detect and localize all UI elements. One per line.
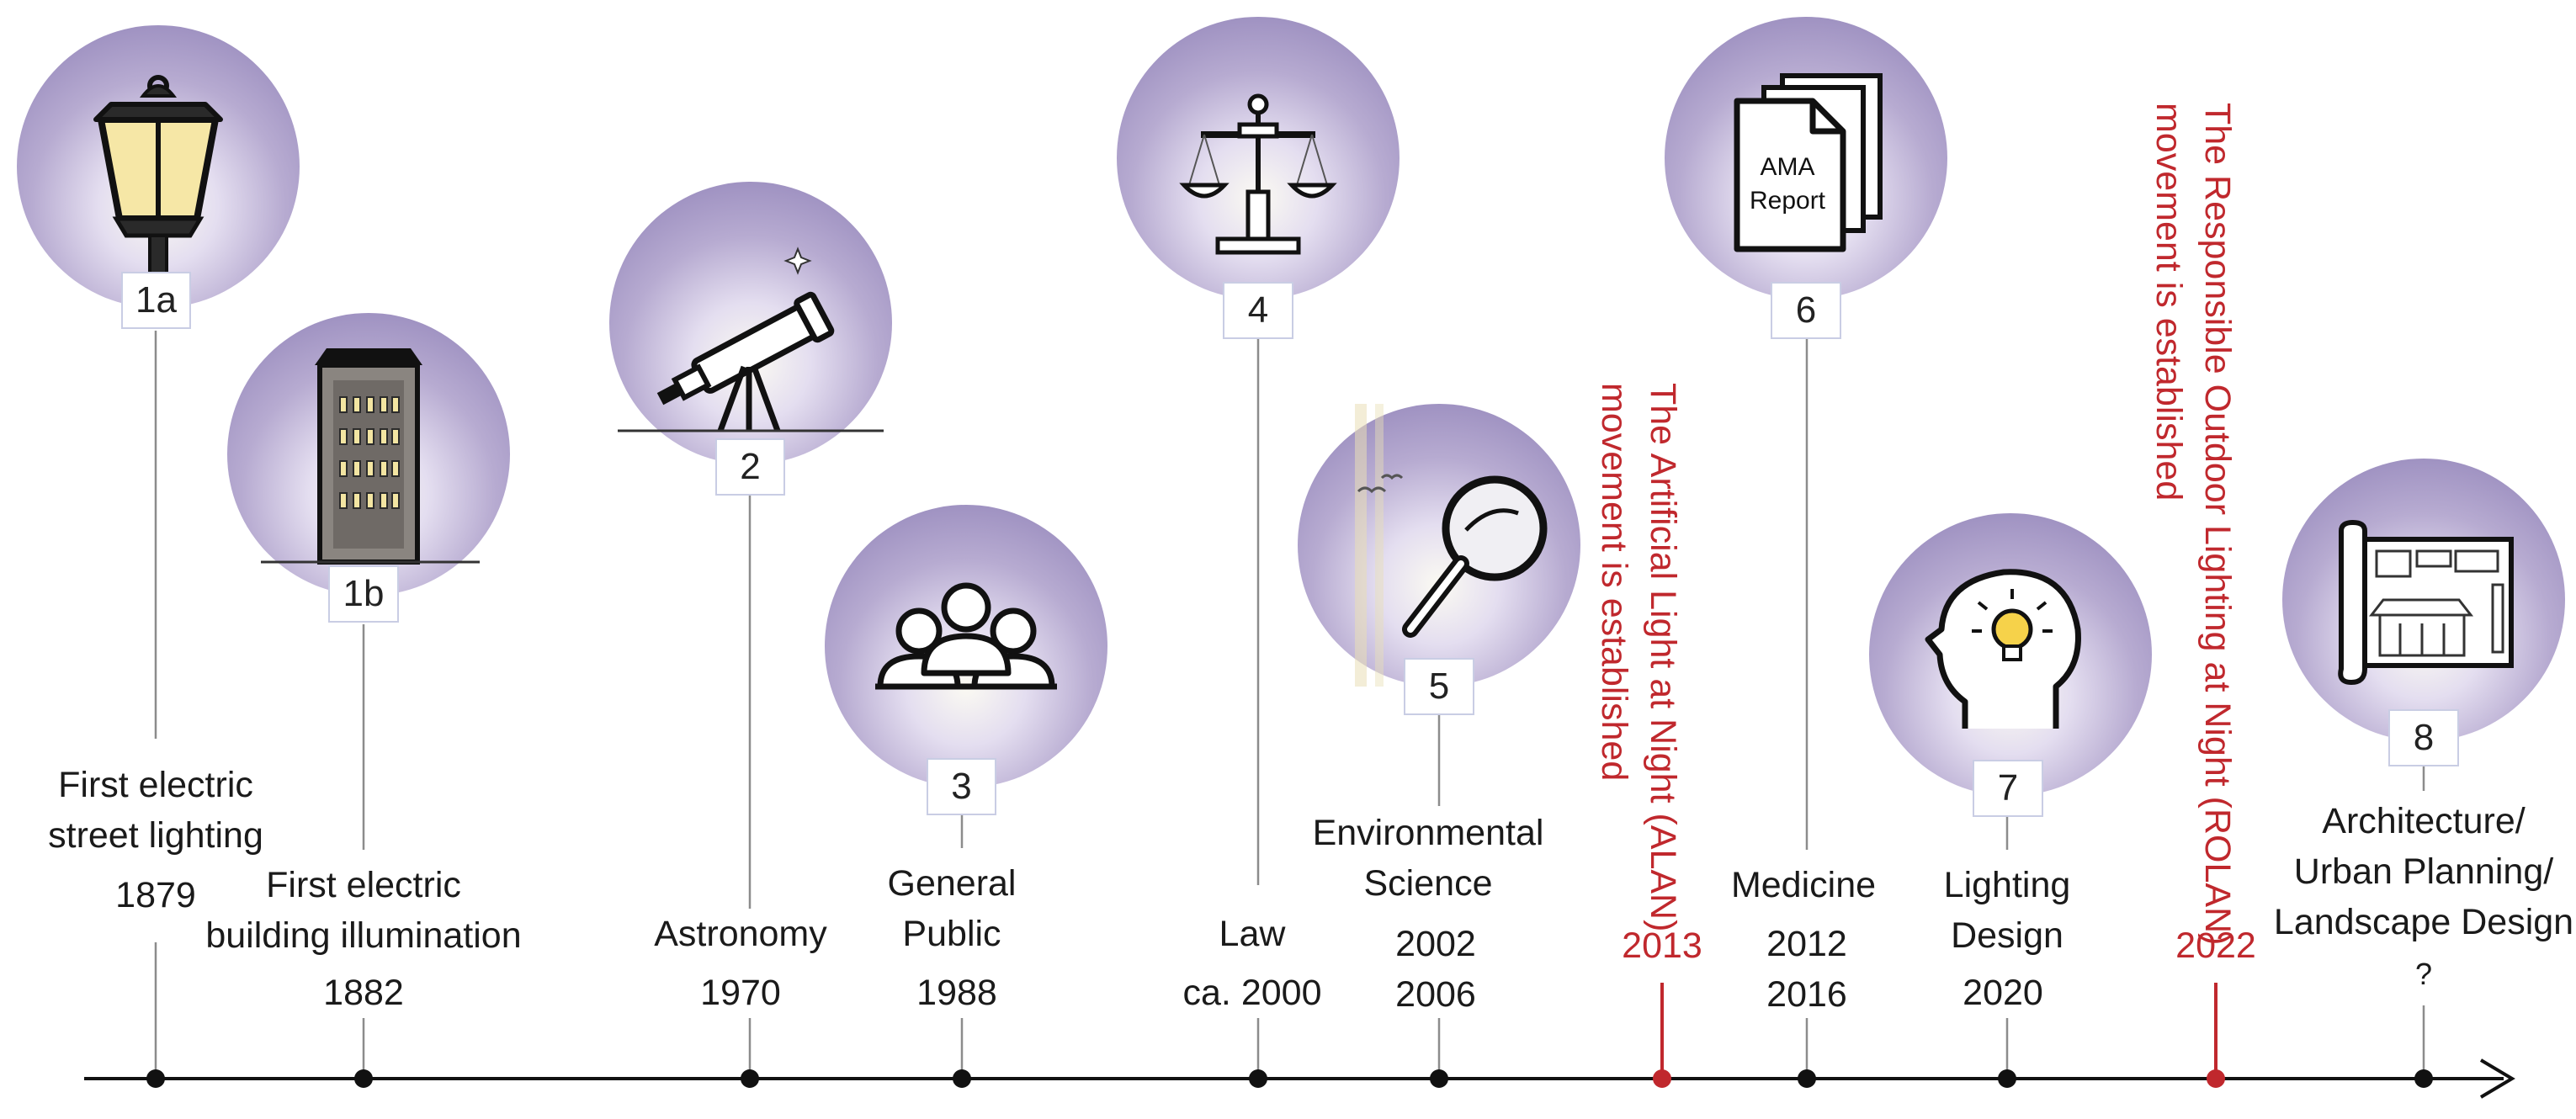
milestone-1b-label-line2: building illumination — [205, 915, 522, 956]
milestone-5-label-line1: Environmental — [1312, 813, 1544, 853]
milestone-1b-year: 1882 — [323, 973, 404, 1013]
event-alan-line2: movement is established — [1594, 383, 1634, 782]
milestone-7-label: Lighting Design — [1944, 860, 2071, 961]
milestone-4-label: Law — [1219, 909, 1286, 959]
blueprint-icon — [2338, 519, 2514, 686]
milestone-2-year: 1970 — [700, 973, 781, 1013]
milestone-8-label-line2: Urban Planning/ — [2293, 851, 2554, 892]
report-documents-icon: AMA Report — [1734, 73, 1883, 252]
event-alan-line1: The Artificial Light at Night (ALAN) — [1643, 383, 1683, 932]
milestone-7-label-line2: Design — [1951, 915, 2063, 956]
milestone-5-number: 5 — [1404, 658, 1474, 715]
milestone-1a-label: First electric street lighting — [48, 760, 263, 861]
milestone-5-label-line2: Science — [1363, 863, 1493, 904]
milestone-6-year-1: 2012 — [1766, 924, 1847, 964]
milestone-3-circle — [825, 505, 1107, 788]
milestone-4-label-line1: Law — [1219, 914, 1286, 954]
milestone-6-label: Medicine — [1731, 860, 1876, 910]
milestone-8-label-line3: Landscape Design — [2273, 902, 2574, 942]
magnifier-icon — [1355, 404, 1548, 687]
milestone-8-label: Architecture/ Urban Planning/ Landscape … — [2274, 796, 2573, 947]
milestone-4-number: 4 — [1223, 282, 1293, 339]
milestone-1a-year: 1879 — [115, 875, 196, 915]
milestone-5-years: 2002 2006 — [1395, 919, 1476, 1020]
milestone-2-circle — [609, 182, 892, 464]
people-group-icon — [875, 582, 1057, 690]
milestone-6-circle: AMA Report — [1665, 17, 1947, 300]
event-rolan-line2: movement is established — [2148, 103, 2189, 501]
milestone-4-circle — [1117, 17, 1400, 300]
milestone-4-year: ca. 2000 — [1182, 973, 1322, 1013]
milestone-2-number: 2 — [715, 438, 785, 496]
milestone-3-year: 1988 — [916, 973, 997, 1013]
milestone-6-years: 2012 2016 — [1766, 919, 1847, 1020]
report-label-report: Report — [1750, 187, 1826, 215]
lit-building-icon — [261, 348, 480, 565]
event-alan-text: The Artificial Light at Night (ALAN) mov… — [1590, 383, 1687, 931]
report-label-ama: AMA — [1760, 153, 1814, 181]
milestone-1b-number: 1b — [328, 565, 399, 623]
telescope-icon — [618, 247, 884, 432]
milestone-7-label-line1: Lighting — [1943, 865, 2071, 905]
head-lightbulb-icon — [1925, 569, 2081, 729]
milestone-3-label-line1: General — [887, 863, 1017, 904]
event-rolan-year: 2022 — [2175, 925, 2256, 966]
milestone-3-label: General Public — [888, 858, 1017, 959]
scales-icon — [1179, 93, 1337, 255]
milestone-1a-number: 1a — [121, 272, 191, 329]
milestone-1a-label-line2: street lighting — [48, 815, 263, 856]
milestone-1a-label-line1: First electric — [58, 765, 253, 805]
milestone-8-number: 8 — [2388, 709, 2459, 766]
street-lamp-icon — [93, 75, 223, 288]
milestone-5-circle — [1298, 404, 1580, 687]
milestone-7-year: 2020 — [1963, 973, 2043, 1013]
milestone-1a-circle — [17, 25, 300, 308]
milestone-2-label-line1: Astronomy — [654, 914, 827, 954]
milestone-8-year: ? — [2414, 957, 2433, 991]
milestone-3-label-line2: Public — [902, 914, 1001, 954]
milestone-8-label-line1: Architecture/ — [2322, 801, 2526, 841]
milestone-6-label-line1: Medicine — [1730, 865, 1877, 905]
milestone-8-circle — [2282, 459, 2565, 741]
milestone-3-number: 3 — [927, 758, 996, 815]
milestone-5-year-2: 2006 — [1395, 974, 1476, 1015]
event-alan-year: 2013 — [1622, 925, 1702, 966]
milestone-6-year-2: 2016 — [1766, 974, 1847, 1015]
milestone-1b-label: First electric building illumination — [205, 860, 521, 961]
milestone-5-year-1: 2002 — [1395, 924, 1476, 964]
milestone-2-label: Astronomy — [654, 909, 827, 959]
milestone-1b-label-line1: First electric — [266, 865, 461, 905]
milestone-5-label: Environmental Science — [1313, 808, 1544, 909]
milestone-6-number: 6 — [1771, 282, 1841, 339]
milestone-7-circle — [1869, 513, 2152, 796]
milestone-1b-circle — [227, 313, 510, 596]
event-rolan-line1: The Responsible Outdoor Lighting at Nigh… — [2197, 103, 2238, 946]
milestone-7-number: 7 — [1973, 760, 2043, 817]
event-rolan-text: The Responsible Outdoor Lighting at Nigh… — [2144, 103, 2242, 945]
